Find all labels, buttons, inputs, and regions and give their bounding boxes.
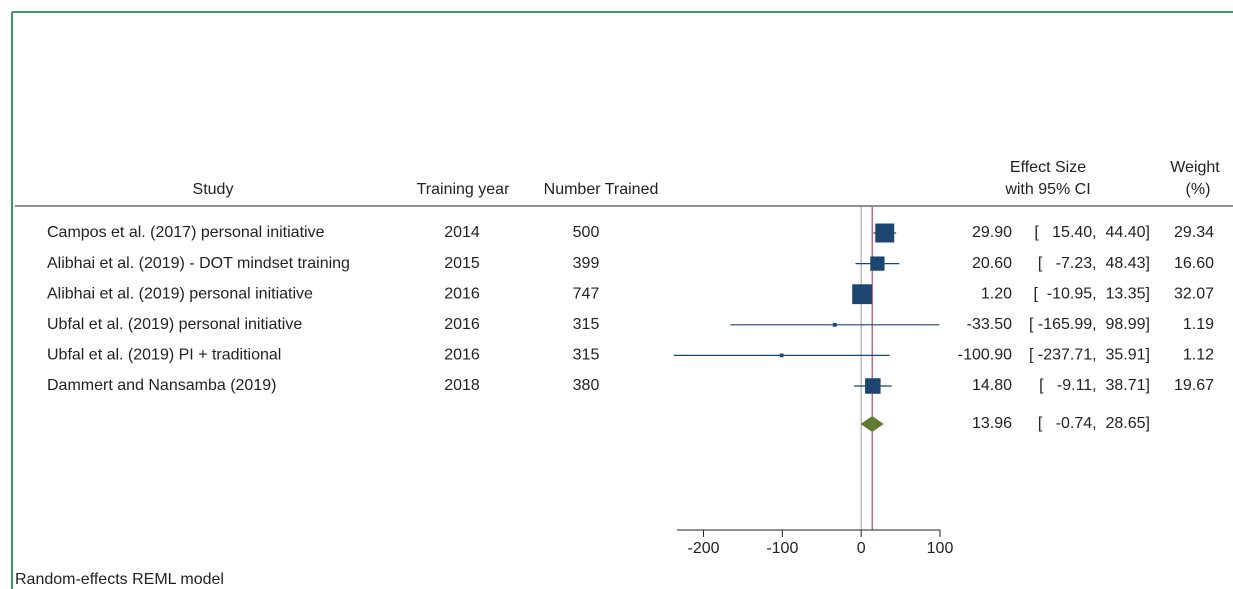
header-trained: Number Trained — [544, 181, 659, 198]
weight-label: 29.34 — [1174, 224, 1214, 241]
ci-label: [ -237.71, 35.91] — [1029, 347, 1150, 364]
number-trained: 315 — [573, 316, 600, 333]
header-effect: Effect Size — [1010, 159, 1086, 176]
header-effect: with 95% CI — [1004, 181, 1090, 198]
ci-label: [ -9.11, 38.71] — [1039, 377, 1150, 394]
ci-label: [ -10.95, 13.35] — [1033, 285, 1150, 302]
study-name: Campos et al. (2017) personal initiative — [47, 224, 325, 241]
effect-marker — [875, 223, 895, 243]
study-name: Dammert and Nansamba (2019) — [47, 377, 276, 394]
training-year: 2016 — [444, 285, 480, 302]
effect-marker — [779, 353, 784, 358]
ci-label: [ -7.23, 48.43] — [1038, 255, 1150, 272]
x-tick-label: 0 — [857, 540, 866, 557]
study-name: Alibhai et al. (2019) - DOT mindset trai… — [47, 255, 350, 272]
effect-marker — [865, 378, 881, 394]
effect-label: 20.60 — [972, 255, 1012, 272]
ci-label: [ 15.40, 44.40] — [1034, 224, 1150, 241]
effect-label: 1.20 — [981, 285, 1012, 302]
effect-marker — [870, 256, 885, 271]
study-name: Ubfal et al. (2019) personal initiative — [47, 316, 302, 333]
header-weight: (%) — [1186, 181, 1211, 198]
footer-note: Random-effects REML model — [15, 571, 224, 588]
effect-label: 14.80 — [972, 377, 1012, 394]
effect-marker — [852, 284, 873, 305]
ci-label: [ -165.99, 98.99] — [1029, 316, 1150, 333]
effect-label: -33.50 — [967, 316, 1012, 333]
training-year: 2016 — [444, 316, 480, 333]
overall-ci-label: [ -0.74, 28.65] — [1038, 415, 1150, 432]
x-tick-label: -200 — [688, 540, 720, 557]
weight-label: 19.67 — [1174, 377, 1214, 394]
number-trained: 315 — [573, 347, 600, 364]
header-year: Training year — [417, 181, 510, 198]
training-year: 2016 — [444, 347, 480, 364]
training-year: 2015 — [444, 255, 480, 272]
effect-label: -100.90 — [958, 347, 1012, 364]
x-tick-label: 100 — [927, 540, 954, 557]
training-year: 2018 — [444, 377, 480, 394]
header-study: Study — [193, 181, 234, 198]
weight-label: 32.07 — [1174, 285, 1214, 302]
number-trained: 747 — [573, 285, 600, 302]
effect-marker — [832, 322, 837, 327]
study-name: Alibhai et al. (2019) personal initiativ… — [47, 285, 313, 302]
study-name: Ubfal et al. (2019) PI + traditional — [47, 347, 281, 364]
training-year: 2014 — [444, 224, 480, 241]
weight-label: 16.60 — [1174, 255, 1214, 272]
overall-effect-label: 13.96 — [972, 415, 1012, 432]
weight-label: 1.19 — [1183, 316, 1214, 333]
x-tick-label: -100 — [766, 540, 798, 557]
number-trained: 380 — [573, 377, 600, 394]
weight-label: 1.12 — [1183, 347, 1214, 364]
number-trained: 399 — [573, 255, 600, 272]
header-weight: Weight — [1170, 159, 1220, 176]
number-trained: 500 — [573, 224, 600, 241]
overall-diamond — [860, 416, 884, 432]
effect-label: 29.90 — [972, 224, 1012, 241]
